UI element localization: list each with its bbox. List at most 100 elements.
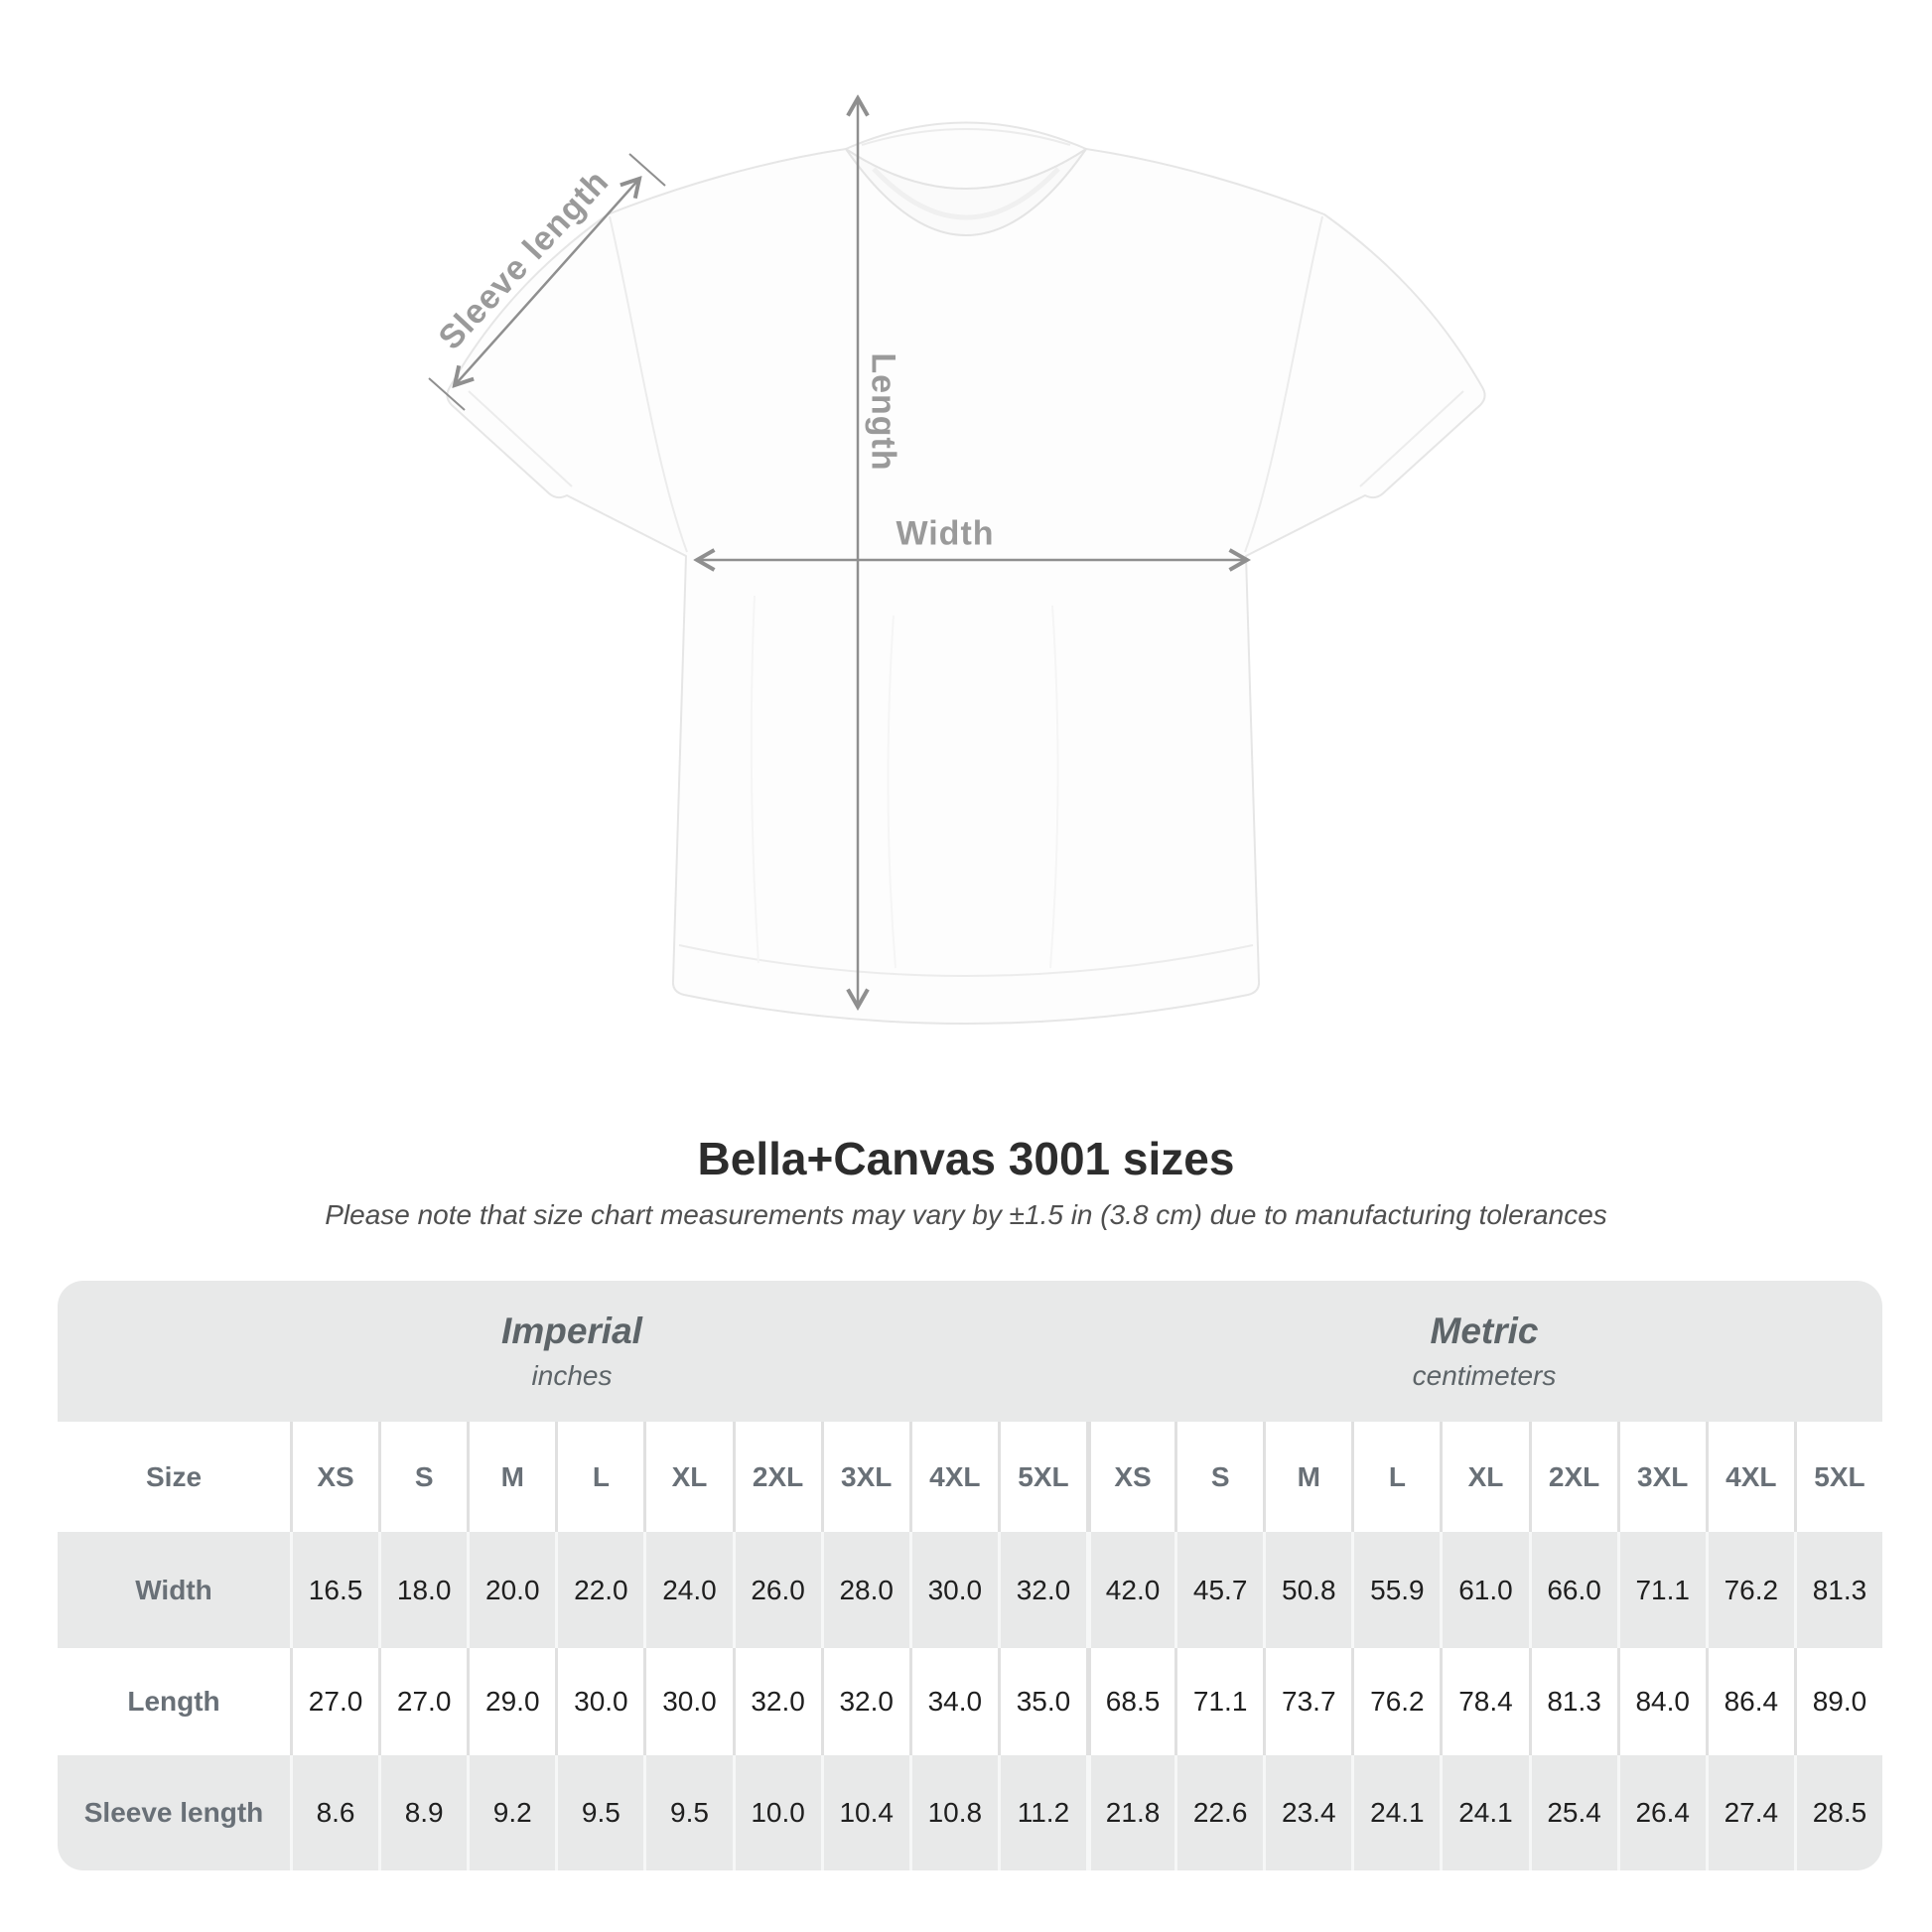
sleeve-arrow-end-tick xyxy=(428,377,466,411)
table-cell: 10.4 xyxy=(820,1755,909,1870)
table-cell: 11.2 xyxy=(997,1755,1086,1870)
metric-section-title: Metric xyxy=(1430,1311,1539,1351)
table-cell: 81.3 xyxy=(1528,1648,1617,1755)
size-header-metric-5xl: 5XL xyxy=(1793,1422,1882,1532)
table-cell: 18.0 xyxy=(378,1532,468,1648)
table-cell: 26.0 xyxy=(732,1532,821,1648)
sleeve-arrow-end-tick xyxy=(628,153,666,187)
size-header-imperial-3xl: 3XL xyxy=(820,1422,909,1532)
table-cell: 32.0 xyxy=(997,1532,1086,1648)
table-cell: 42.0 xyxy=(1086,1532,1175,1648)
table-cell: 28.5 xyxy=(1793,1755,1882,1870)
width-label: Width xyxy=(896,514,995,553)
table-cell: 29.0 xyxy=(467,1648,556,1755)
size-column-header: Size xyxy=(58,1422,290,1532)
table-cell: 89.0 xyxy=(1793,1648,1882,1755)
table-cell: 27.0 xyxy=(378,1648,468,1755)
size-header-metric-xl: XL xyxy=(1440,1422,1529,1532)
imperial-section-units: inches xyxy=(531,1360,613,1391)
table-cell: 76.2 xyxy=(1705,1532,1794,1648)
table-cell: 24.0 xyxy=(643,1532,733,1648)
tolerance-note: Please note that size chart measurements… xyxy=(325,1199,1607,1230)
tshirt-diagram xyxy=(428,0,1486,1025)
size-header-metric-xs: XS xyxy=(1086,1422,1175,1532)
table-cell: 22.6 xyxy=(1174,1755,1264,1870)
table-cell: 30.0 xyxy=(643,1648,733,1755)
metric-section-units: centimeters xyxy=(1412,1360,1557,1391)
table-cell: 25.4 xyxy=(1528,1755,1617,1870)
table-cell: 78.4 xyxy=(1440,1648,1529,1755)
table-cell: 30.0 xyxy=(555,1648,644,1755)
table-cell: 10.8 xyxy=(908,1755,998,1870)
row-label-width: Width xyxy=(58,1532,290,1648)
length-label: Length xyxy=(864,352,902,472)
table-cell: 66.0 xyxy=(1528,1532,1617,1648)
table-cell: 32.0 xyxy=(820,1648,909,1755)
table-cell: 28.0 xyxy=(820,1532,909,1648)
fabric-fold xyxy=(1049,605,1059,969)
table-cell: 9.5 xyxy=(643,1755,733,1870)
size-header-imperial-xs: XS xyxy=(290,1422,379,1532)
table-cell: 23.4 xyxy=(1263,1755,1352,1870)
sleeve-length-arrow xyxy=(455,179,639,385)
table-cell: 55.9 xyxy=(1351,1532,1441,1648)
size-header-imperial-s: S xyxy=(378,1422,468,1532)
table-cell: 68.5 xyxy=(1086,1648,1175,1755)
table-cell: 26.4 xyxy=(1616,1755,1706,1870)
right-armhole-seam xyxy=(1244,215,1323,553)
left-cuff-seam xyxy=(468,390,573,487)
size-header-metric-4xl: 4XL xyxy=(1705,1422,1794,1532)
size-chart-table: Imperial inches Metric centimeters Size … xyxy=(58,1281,1882,1870)
table-cell: 35.0 xyxy=(997,1648,1086,1755)
table-cell: 73.7 xyxy=(1263,1648,1352,1755)
size-header-metric-3xl: 3XL xyxy=(1616,1422,1706,1532)
size-header-metric-2xl: 2XL xyxy=(1528,1422,1617,1532)
collar-back-seam xyxy=(861,128,1071,146)
size-header-imperial-l: L xyxy=(555,1422,644,1532)
fabric-fold xyxy=(750,595,759,964)
table-cell: 84.0 xyxy=(1616,1648,1706,1755)
size-header-imperial-2xl: 2XL xyxy=(732,1422,821,1532)
table-cell: 50.8 xyxy=(1263,1532,1352,1648)
imperial-section-header: Imperial inches xyxy=(58,1281,1086,1422)
table-cell: 34.0 xyxy=(908,1648,998,1755)
table-cell: 24.1 xyxy=(1351,1755,1441,1870)
table-cell: 71.1 xyxy=(1616,1532,1706,1648)
table-cell: 8.9 xyxy=(378,1755,468,1870)
table-cell: 32.0 xyxy=(732,1648,821,1755)
table-cell: 20.0 xyxy=(467,1532,556,1648)
table-cell: 22.0 xyxy=(555,1532,644,1648)
table-cell: 30.0 xyxy=(908,1532,998,1648)
table-cell: 81.3 xyxy=(1793,1532,1882,1648)
table-cell: 9.5 xyxy=(555,1755,644,1870)
right-cuff-seam xyxy=(1359,390,1464,487)
table-cell: 27.4 xyxy=(1705,1755,1794,1870)
table-cell: 8.6 xyxy=(290,1755,379,1870)
table-cell: 86.4 xyxy=(1705,1648,1794,1755)
fabric-fold xyxy=(887,615,897,969)
imperial-section-title: Imperial xyxy=(501,1311,642,1351)
size-header-metric-s: S xyxy=(1174,1422,1264,1532)
table-cell: 16.5 xyxy=(290,1532,379,1648)
page-title: Bella+Canvas 3001 sizes xyxy=(697,1133,1235,1184)
row-label-length: Length xyxy=(58,1648,290,1755)
table-cell: 21.8 xyxy=(1086,1755,1175,1870)
size-header-imperial-xl: XL xyxy=(643,1422,733,1532)
table-cell: 76.2 xyxy=(1351,1648,1441,1755)
metric-section-header: Metric centimeters xyxy=(1086,1281,1882,1422)
size-header-metric-l: L xyxy=(1351,1422,1441,1532)
tshirt-outline xyxy=(446,121,1486,1025)
size-header-imperial-5xl: 5XL xyxy=(997,1422,1086,1532)
collar xyxy=(845,148,1087,236)
table-cell: 9.2 xyxy=(467,1755,556,1870)
table-cell: 10.0 xyxy=(732,1755,821,1870)
size-header-imperial-4xl: 4XL xyxy=(908,1422,998,1532)
collar-shadow xyxy=(872,167,1060,220)
size-header-metric-m: M xyxy=(1263,1422,1352,1532)
table-cell: 45.7 xyxy=(1174,1532,1264,1648)
table-cell: 71.1 xyxy=(1174,1648,1264,1755)
bottom-hem-seam xyxy=(678,944,1254,977)
row-label-sleeve-length: Sleeve length xyxy=(58,1755,290,1870)
table-cell: 24.1 xyxy=(1440,1755,1529,1870)
table-cell: 61.0 xyxy=(1440,1532,1529,1648)
